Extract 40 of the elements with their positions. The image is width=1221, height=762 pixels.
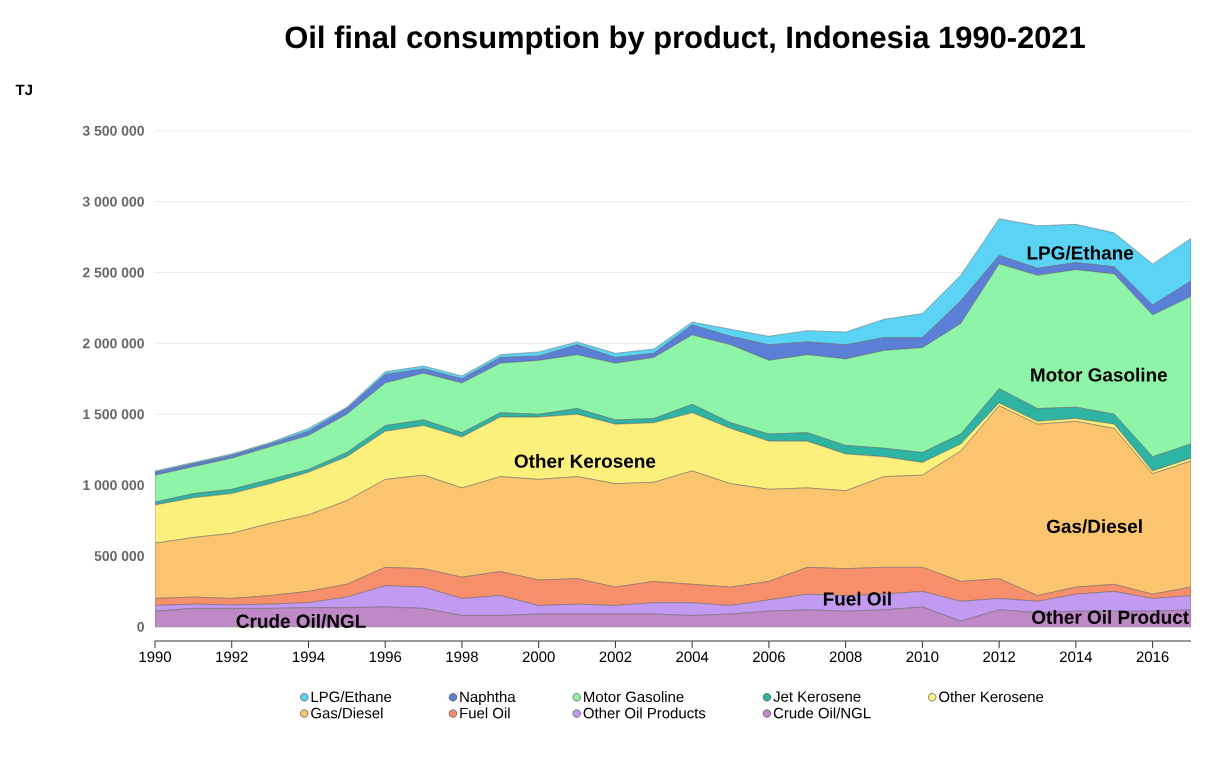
x-tick-label: 1996 xyxy=(369,651,402,663)
x-tick-label: 2004 xyxy=(676,651,709,663)
x-tick-label: 2014 xyxy=(1060,651,1093,663)
x-tick-label: 2010 xyxy=(906,651,939,663)
legend-label: LPG/Ethane xyxy=(311,691,392,703)
y-tick-label: 0 xyxy=(137,621,144,632)
x-tick-label: 1994 xyxy=(293,651,325,663)
legend-label: Jet Kerosene xyxy=(773,691,861,702)
x-tick-label: 2006 xyxy=(753,651,785,663)
legend-label: Other Kerosene xyxy=(939,691,1044,703)
annotation: Other Oil Product xyxy=(1032,610,1189,624)
x-tick-label: 1992 xyxy=(216,651,248,663)
x-tick-label: 2012 xyxy=(983,651,1015,663)
x-tick-label: 2000 xyxy=(522,651,555,663)
legend-label: Other Oil Products xyxy=(583,707,706,719)
annotation: Fuel Oil xyxy=(823,591,891,606)
x-tick-label: 1998 xyxy=(446,651,478,663)
x-tick-label: 1990 xyxy=(139,651,172,663)
y-tick-label: 3 000 000 xyxy=(82,196,144,207)
y-tick-label: 2 500 000 xyxy=(82,267,144,278)
y-tick-label: 2 000 000 xyxy=(82,338,144,349)
x-tick-label: 2002 xyxy=(599,651,632,663)
y-tick-label: 500 000 xyxy=(94,551,144,561)
chart-title: Oil final consumption by product, Indonesia 1990-2021 xyxy=(285,25,1085,55)
x-tick-label: 2016 xyxy=(1136,651,1169,663)
legend-label: Gas/Diesel xyxy=(311,707,383,719)
y-tick-label: 1 500 000 xyxy=(83,409,144,420)
annotation: Motor Gasoline xyxy=(1031,367,1167,382)
annotation: LPG/Ethane xyxy=(1027,245,1134,260)
annotation: Gas/Diesel xyxy=(1047,519,1142,534)
legend-label: Crude Oil/NGL xyxy=(773,707,871,719)
legend-label: Motor Gasoline xyxy=(584,691,684,703)
y-axis-title: TJ xyxy=(15,84,32,96)
y-tick-label: 3 500 000 xyxy=(82,125,144,136)
legend-label: Fuel Oil xyxy=(460,707,510,719)
y-tick-label: 1 000 000 xyxy=(83,480,144,491)
x-tick-label: 2008 xyxy=(829,651,862,663)
annotation: Crude Oil/NGL xyxy=(236,614,366,629)
annotation: Other Kerosene xyxy=(514,453,656,468)
legend-label: Naphtha xyxy=(460,691,516,706)
